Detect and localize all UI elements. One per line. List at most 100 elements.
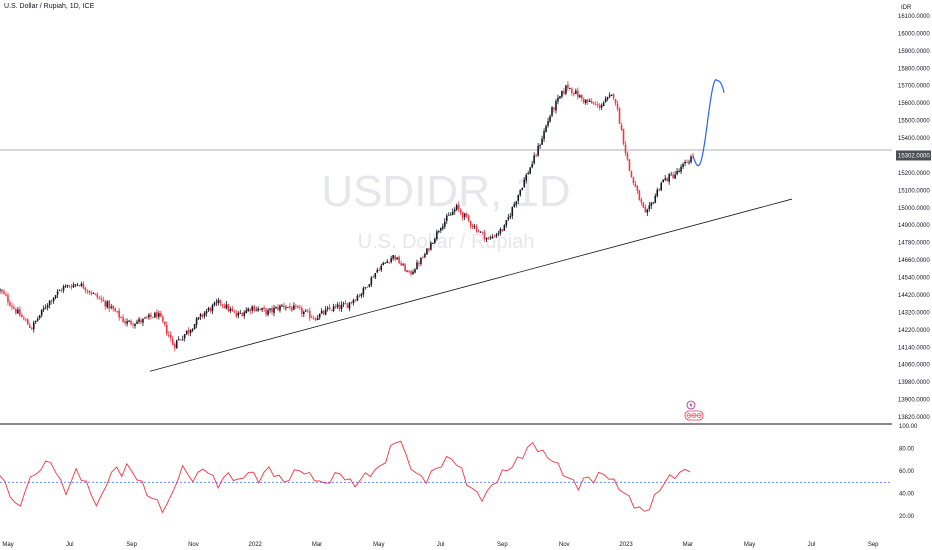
us-flag-icon[interactable] — [684, 410, 704, 421]
candle-body — [217, 300, 220, 304]
candle-body — [553, 107, 555, 110]
candle-body — [640, 199, 643, 203]
price-tick-label: 15200.0000 — [898, 171, 930, 177]
candle-body — [573, 92, 575, 95]
candle-body — [46, 305, 49, 308]
candle-body — [563, 91, 565, 94]
time-tick-label: Mar — [312, 542, 322, 548]
candle-body — [682, 164, 684, 167]
candle-body — [598, 104, 601, 108]
candle-body — [410, 271, 412, 275]
candle-body — [358, 295, 361, 297]
price-tick-label: 13980.0000 — [898, 380, 930, 386]
candle-body — [130, 320, 132, 325]
candle-body — [164, 321, 166, 325]
candle-body — [285, 307, 287, 309]
time-tick-label: Jul — [66, 542, 74, 548]
candle-body — [571, 88, 573, 93]
candle-body — [501, 229, 504, 231]
candle-body — [618, 108, 621, 124]
rsi-tick-label: 60.00 — [899, 469, 915, 475]
candle-body — [295, 306, 297, 307]
candle-body — [674, 174, 676, 179]
price-tick-label: 15700.0000 — [898, 84, 930, 90]
grid — [0, 149, 892, 425]
price-tick-label: 14140.0000 — [898, 345, 930, 351]
candle-body — [581, 95, 583, 99]
price-tick-label: 16000.0000 — [898, 31, 930, 37]
candle-body — [481, 231, 484, 233]
candle-body — [275, 306, 277, 309]
candle-body — [122, 317, 124, 322]
candle-body — [253, 306, 255, 311]
candle-body — [303, 311, 305, 315]
candle-body — [3, 291, 5, 294]
candle-body — [507, 217, 510, 220]
candle-body — [513, 203, 516, 207]
candle-body — [350, 301, 353, 303]
candle-body — [28, 325, 31, 328]
candle-body — [569, 88, 571, 89]
candle-body — [503, 225, 506, 231]
candle-body — [638, 190, 641, 201]
candle-body — [227, 304, 230, 311]
time-tick-label: May — [744, 542, 755, 548]
candle-body — [100, 298, 103, 300]
lightning-icon[interactable] — [686, 400, 696, 410]
candle-body — [412, 271, 414, 275]
axes: IDR 16100.0000 16000.0000 15900.0000 15800.0… — [2, 5, 931, 548]
candle-body — [15, 309, 17, 314]
candle-body — [440, 228, 442, 231]
candle-body — [575, 90, 577, 94]
candle-body — [463, 213, 466, 218]
candle-body — [459, 209, 462, 213]
candle-body — [225, 304, 228, 309]
candle-body — [326, 307, 329, 309]
candle-body — [539, 145, 541, 147]
candle-body — [5, 294, 7, 296]
candle-body — [36, 318, 39, 321]
candle-body — [497, 233, 500, 235]
symbol-title: U.S. Dollar / Rupiah, 1D, ICE — [4, 3, 95, 10]
candle-body — [588, 100, 591, 102]
candle-body — [261, 308, 263, 310]
candle-body — [485, 238, 488, 240]
candle-body — [614, 99, 617, 104]
candle-body — [52, 297, 55, 302]
candle-body — [455, 205, 458, 210]
candle-body — [608, 95, 611, 97]
candle-body — [138, 319, 140, 322]
candle-body — [354, 300, 357, 302]
candle-body — [642, 202, 645, 208]
candle-body — [287, 306, 289, 308]
candle-body — [396, 257, 398, 260]
candle-body — [670, 174, 672, 176]
candle-body — [187, 330, 190, 333]
candle-body — [11, 305, 13, 308]
candle-body — [483, 232, 486, 240]
candle-body — [533, 155, 535, 164]
time-tick-label: Jul — [808, 542, 816, 548]
price-tick-label: 13900.0000 — [898, 398, 930, 404]
candle-body — [116, 310, 118, 312]
candle-body — [628, 159, 631, 171]
candle-body — [579, 95, 581, 98]
candle-body — [80, 283, 83, 286]
lightning-icon-glyph — [689, 402, 693, 408]
candle-body — [557, 97, 559, 102]
candle-body — [54, 295, 57, 299]
events — [684, 400, 704, 421]
symbol-header[interactable]: U.S. Dollar / Rupiah, 1D, ICE — [4, 3, 94, 10]
candle-body — [493, 236, 496, 238]
candle-body — [688, 162, 690, 164]
candle-body — [60, 290, 63, 292]
candle-body — [0, 289, 1, 291]
candle-body — [267, 310, 269, 315]
candle-body — [592, 102, 595, 104]
candle-body — [156, 311, 158, 318]
candle-body — [255, 309, 257, 311]
candle-body — [404, 264, 406, 272]
candle-body — [434, 238, 436, 243]
candle-body — [237, 312, 240, 316]
